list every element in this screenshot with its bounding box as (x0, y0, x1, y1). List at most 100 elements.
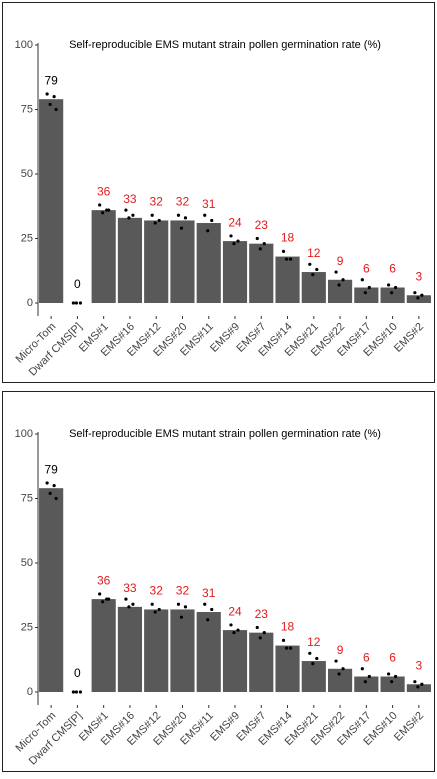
y-tick-label: 25 (21, 232, 33, 244)
bar (354, 287, 379, 303)
value-label: 32 (150, 195, 164, 209)
data-point (107, 208, 111, 212)
y-tick-label: 50 (21, 168, 33, 180)
bar (170, 609, 195, 692)
data-point (232, 242, 236, 246)
data-point (157, 218, 161, 223)
data-point (311, 273, 315, 277)
value-label: 6 (389, 262, 396, 276)
bar (380, 676, 405, 692)
data-point (210, 218, 214, 223)
value-label: 36 (97, 573, 111, 587)
data-point (101, 600, 105, 604)
data-point (281, 249, 286, 253)
data-point (48, 491, 52, 495)
y-tick-label: 25 (21, 621, 33, 633)
x-tick-label: EMS#2 (392, 321, 426, 355)
bar (275, 645, 300, 692)
data-point (255, 625, 259, 630)
data-point (74, 301, 78, 305)
y-tick-label: 100 (15, 39, 33, 51)
data-point (308, 262, 312, 266)
data-point (203, 602, 207, 606)
data-point (420, 293, 424, 297)
data-point (98, 203, 102, 207)
data-point (387, 283, 391, 287)
y-tick-label: 100 (15, 428, 33, 440)
data-point (131, 213, 135, 217)
data-point (54, 496, 58, 501)
value-label: 0 (74, 666, 81, 680)
data-point (183, 216, 188, 220)
value-label: 6 (363, 262, 370, 276)
data-point (45, 481, 49, 485)
data-point (262, 242, 266, 246)
y-tick-label: 50 (21, 557, 33, 569)
value-label: 6 (363, 651, 370, 665)
bar (354, 676, 379, 692)
data-point (390, 680, 394, 684)
data-point (236, 628, 240, 632)
value-label: 31 (202, 197, 216, 211)
data-point (131, 602, 135, 606)
y-tick-label: 75 (21, 492, 33, 504)
bar (117, 217, 143, 303)
value-label: 32 (176, 195, 190, 209)
data-point (394, 674, 398, 679)
value-label: 3 (416, 658, 423, 672)
data-point (413, 680, 417, 684)
bar (117, 606, 143, 692)
data-point (413, 291, 417, 295)
value-label: 9 (337, 643, 344, 657)
data-point (394, 285, 398, 290)
data-point (341, 278, 345, 282)
bar (144, 220, 169, 303)
value-label: 18 (281, 620, 295, 634)
bar (91, 210, 116, 303)
bar (222, 630, 248, 692)
value-label: 9 (337, 254, 344, 268)
y-tick-label: 0 (27, 297, 33, 309)
bar (275, 256, 300, 303)
value-label: 24 (228, 604, 242, 618)
data-point (206, 229, 210, 233)
value-label: 33 (123, 581, 137, 595)
data-point (101, 211, 105, 215)
data-point (157, 607, 161, 612)
data-point (45, 92, 49, 96)
data-point (176, 602, 181, 606)
data-point (52, 484, 56, 488)
bar (170, 220, 195, 303)
chart-title: Self-reproducible EMS mutant strain poll… (69, 428, 381, 440)
data-point (179, 226, 184, 230)
value-label: 18 (281, 231, 295, 245)
chart-frame (2, 2, 435, 383)
data-point (337, 672, 341, 676)
data-point (284, 257, 289, 261)
data-point (363, 291, 367, 295)
bar (301, 272, 326, 303)
data-point (127, 605, 131, 609)
data-point (360, 278, 364, 282)
data-point (308, 651, 312, 655)
data-point (281, 638, 286, 643)
data-point (258, 247, 262, 251)
bar (406, 295, 431, 303)
data-point (78, 301, 82, 305)
data-point (262, 631, 266, 635)
bar (91, 599, 116, 692)
data-point (150, 213, 154, 217)
data-point (363, 680, 367, 684)
data-point (153, 610, 157, 614)
bar (301, 661, 326, 692)
data-point (203, 213, 207, 217)
data-point (284, 646, 289, 650)
bar (39, 99, 64, 304)
data-point (367, 285, 371, 290)
data-point (416, 685, 420, 689)
bar (406, 684, 431, 692)
data-point (367, 674, 371, 679)
data-point (258, 636, 262, 640)
data-point (337, 283, 341, 287)
